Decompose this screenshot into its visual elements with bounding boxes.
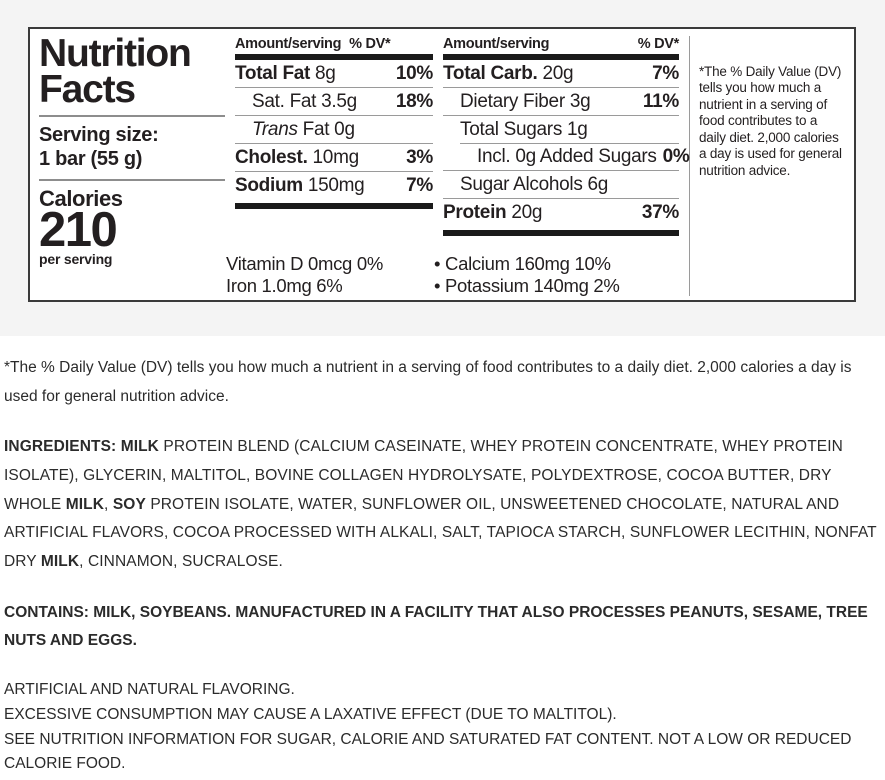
ingredient-allergen-bold: SOY (112, 495, 146, 513)
nutrition-facts-label: Nutrition Facts Serving size: 1 bar (55 … (28, 27, 856, 302)
nutrient-name: Sat. Fat 3.5g (252, 91, 357, 112)
nutrient-name: Total Carb. 20g (443, 63, 574, 84)
nutrient-name: Dietary Fiber 3g (460, 91, 591, 112)
laxative-warning-statement: EXCESSIVE CONSUMPTION MAY CAUSE A LAXATI… (4, 705, 617, 723)
ingredient-allergen-bold: MILK (65, 495, 105, 513)
nutrient-row: Dietary Fiber 3g 11% (443, 87, 679, 115)
ingredient-text: , CINNAMON, SUCRALOSE. (79, 553, 283, 571)
nutrient-row: Protein 20g 37% (443, 198, 679, 226)
nutrient-daily-value: 18% (395, 91, 433, 112)
vitamins-column-2: • Calcium 160mg 10% • Potassium 140mg 2% (434, 253, 680, 296)
vitamin-d-line: Vitamin D 0mcg 0% (226, 253, 384, 275)
serving-size-value: 1 bar (55 g) (39, 148, 143, 171)
column2-amount-header: Amount/serving (443, 36, 550, 52)
ingredient-text: , (104, 495, 113, 513)
additional-statements: ARTIFICIAL AND NATURAL FLAVORING. EXCESS… (4, 678, 877, 777)
nutrient-name: Trans Fat 0g (252, 119, 355, 140)
body-copy: *The % Daily Value (DV) tells you how mu… (0, 336, 885, 778)
flavoring-statement: ARTIFICIAL AND NATURAL FLAVORING. (4, 681, 295, 699)
calories-value: 210 (39, 202, 118, 257)
nutrient-name: Total Sugars 1g (460, 119, 588, 140)
column2-bottom-bar (443, 230, 679, 236)
sugar-calorie-statement: SEE NUTRITION INFORMATION FOR SUGAR, CAL… (4, 730, 852, 773)
nutrient-name: Total Fat 8g (235, 63, 336, 84)
nutrient-column-1: Amount/serving % DV* Total Fat 8g 10% Sat.… (235, 36, 443, 296)
column2-top-bar (443, 54, 679, 60)
nutrient-row: Cholest. 10mg 3% (235, 143, 433, 171)
nutrient-row: Total Sugars 1g (443, 115, 679, 143)
ingredient-allergen-bold: MILK (40, 553, 80, 571)
ingredient-text: PROTEIN ISOLATE, WATER, SUNFLOWER OIL, U… (4, 495, 877, 571)
column1-dv-header: % DV* (349, 36, 391, 52)
nutrient-row: Sat. Fat 3.5g 18% (235, 87, 433, 115)
serving-size-label: Serving size: (39, 123, 159, 146)
nutrient-daily-value: 7% (652, 63, 679, 84)
nutrient-daily-value: 37% (641, 202, 679, 223)
daily-value-note: *The % Daily Value (DV) tells you how mu… (4, 359, 852, 405)
nutrient-daily-value: 3% (406, 147, 433, 168)
page-title: Nutrition Facts (39, 32, 225, 111)
label-footnote-column: *The % Daily Value (DV) tells you how mu… (689, 36, 845, 296)
ingredient-allergen-bold: INGREDIENTS: MILK (4, 438, 159, 456)
nutrient-row: Incl. 0g Added Sugars 0% (443, 143, 690, 170)
column1-header: Amount/serving % DV* (235, 36, 433, 54)
nutrient-name: Sugar Alcohols 6g (460, 174, 609, 195)
contains-allergen-statement: CONTAINS: MILK, SOYBEANS. MANUFACTURED I… (4, 603, 868, 650)
column2-dv-header: % DV* (637, 36, 680, 52)
nutrient-row: Total Carb. 20g 7% (443, 60, 679, 87)
ingredients-statement: INGREDIENTS: MILK PROTEIN BLEND (CALCIUM… (4, 433, 877, 576)
nutrition-facts-title-line1: Nutrition (39, 32, 192, 75)
nutrient-daily-value: 7% (406, 175, 433, 196)
nutrient-row: Total Fat 8g 10% (235, 60, 433, 87)
divider-under-serving-size (39, 178, 225, 181)
calcium-line: • Calcium 160mg 10% (434, 253, 611, 275)
column1-amount-header: Amount/serving (235, 36, 342, 52)
calories-label: Calories (39, 185, 123, 211)
column1-top-bar (235, 54, 433, 60)
potassium-line: • Potassium 140mg 2% (434, 274, 620, 296)
column1-rows: Total Fat 8g 10% Sat. Fat 3.5g 18% Trans Fat… (235, 60, 433, 199)
ingredient-text: PROTEIN BLEND (CALCIUM CASEINATE, WHEY P… (4, 438, 843, 513)
nutrient-name: Incl. 0g Added Sugars (477, 146, 657, 167)
column2-rows: Total Carb. 20g 7% Dietary Fiber 3g 11% Tota… (443, 60, 690, 226)
nutrient-daily-value: 0% (662, 146, 690, 167)
nutrition-label-band: Nutrition Facts Serving size: 1 bar (55 … (0, 0, 885, 336)
nutrient-column-2: Amount/serving % DV* Total Carb. 20g 7% Di… (443, 36, 690, 296)
daily-value-footnote-inside-label: *The % Daily Value (DV) tells you how mu… (699, 64, 842, 178)
nutrient-row: Sodium 150mg 7% (235, 171, 433, 199)
nutrient-row: Sugar Alcohols 6g (443, 170, 679, 198)
divider-under-title (39, 114, 225, 117)
iron-line: Iron 1.0mg 6% (226, 274, 343, 296)
label-left-panel: Nutrition Facts Serving size: 1 bar (55 … (39, 32, 235, 296)
nutrient-row: Trans Fat 0g (235, 115, 433, 143)
column2-header: Amount/serving % DV* (443, 36, 679, 54)
nutrient-name: Cholest. 10mg (235, 147, 359, 168)
column1-bottom-bar (235, 203, 433, 209)
nutrition-facts-title-line2: Facts (39, 67, 136, 111)
vitamins-spacer (30, 253, 226, 296)
calories-per-serving-note: per serving (39, 250, 113, 267)
nutrient-name: Sodium 150mg (235, 175, 365, 196)
nutrient-daily-value: 10% (395, 63, 433, 84)
vitamins-strip: Vitamin D 0mcg 0% Iron 1.0mg 6% • Calciu… (30, 253, 854, 296)
nutrient-name: Protein 20g (443, 202, 543, 223)
vitamins-column-1: Vitamin D 0mcg 0% Iron 1.0mg 6% (226, 253, 434, 296)
nutrient-daily-value: 11% (642, 91, 679, 112)
